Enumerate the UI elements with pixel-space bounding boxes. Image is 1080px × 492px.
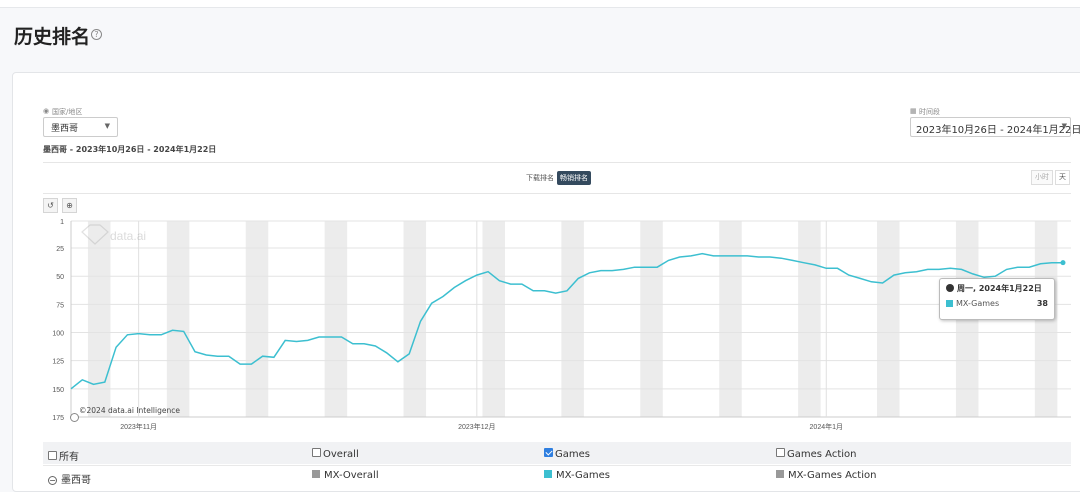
weekend-band — [403, 221, 427, 417]
hover-point — [1060, 260, 1066, 266]
weekend-band — [166, 221, 190, 417]
x-tick-label: 2023年11月 — [120, 422, 157, 431]
y-tick-label: 25 — [56, 246, 64, 253]
reset-zoom-icon[interactable]: ↺ — [43, 198, 58, 213]
series-line-mx-games — [70, 252, 1063, 390]
weekend-band — [640, 221, 663, 417]
granularity-hour-button[interactable]: 小时 — [1031, 170, 1053, 185]
legend-series-label: MX-Overall — [324, 470, 379, 481]
watermark-text: data.ai — [110, 229, 146, 243]
legend-games-action[interactable]: Games Action — [776, 448, 856, 460]
weekend-band — [877, 221, 900, 417]
period-value: 2023年10月26日 - 2024年1月22日 — [916, 125, 1080, 136]
watermark-logo-icon — [81, 224, 109, 245]
legend-series-overall[interactable]: MX-Overall — [312, 470, 379, 481]
page-title: 历史排名 — [14, 26, 91, 48]
granularity-day-button[interactable]: 天 — [1055, 170, 1070, 185]
weekend-band — [482, 221, 505, 417]
clock-icon — [70, 413, 79, 422]
weekend-band — [719, 221, 742, 417]
weekend-band — [87, 221, 111, 417]
legend-all-label: 所有 — [59, 452, 79, 463]
tab-download-rank[interactable]: 下载排名 — [526, 174, 554, 182]
x-tick-label: 2024年1月 — [810, 422, 843, 431]
legend-country[interactable]: − 墨西哥 — [48, 471, 91, 486]
series-swatch — [776, 470, 784, 478]
weekend-band — [245, 221, 269, 417]
legend-games-action-label: Games Action — [787, 449, 857, 460]
tooltip-swatch — [946, 300, 953, 307]
date-range-summary: 墨西哥 - 2023年10月26日 - 2024年1月22日 — [43, 145, 217, 154]
y-tick-label: 175 — [52, 415, 64, 422]
tooltip-date: 周一, 2024年1月22日 — [957, 284, 1042, 293]
x-tick-label: 2023年12月 — [458, 422, 495, 431]
watermark: data.ai — [81, 224, 146, 245]
legend-overall-label: Overall — [323, 449, 359, 460]
y-tick-label: 50 — [56, 274, 64, 281]
top-bar — [0, 0, 1080, 8]
chart-tooltip: 周一, 2024年1月22日 MX-Games 38 — [939, 278, 1055, 320]
grid-lines — [70, 220, 1071, 418]
series-layer — [70, 252, 1066, 390]
legend-country-label: 墨西哥 — [61, 475, 91, 486]
y-tick-label: 1 — [60, 219, 64, 226]
tab-revenue-rank[interactable]: 畅销排名 — [557, 171, 591, 185]
chevron-down-icon: ▼ — [104, 122, 110, 130]
tooltip-series: MX-Games — [956, 299, 1000, 308]
y-tick-label: 75 — [56, 302, 64, 309]
calendar-icon: ▦ — [910, 107, 917, 115]
weekend-band — [324, 221, 348, 417]
legend-games[interactable]: Games — [544, 448, 590, 460]
weekend-band — [798, 221, 821, 417]
country-label: 国家/地区 — [52, 108, 83, 116]
legend-overall[interactable]: Overall — [312, 448, 359, 460]
zoom-icon[interactable]: ⊕ — [62, 198, 77, 213]
checkbox-icon[interactable] — [776, 448, 785, 457]
legend-series-label: MX-Games Action — [788, 470, 877, 481]
collapse-icon[interactable]: − — [48, 476, 57, 485]
checkbox-icon[interactable] — [312, 448, 321, 457]
legend-series-games-action[interactable]: MX-Games Action — [776, 470, 876, 481]
divider — [43, 162, 1071, 163]
country-select[interactable]: 墨西哥 ▼ — [43, 117, 118, 137]
y-tick-label: 125 — [52, 359, 64, 366]
legend-series-games[interactable]: MX-Games — [544, 470, 610, 481]
legend-header: 所有 Overall Games Games Action — [43, 442, 1071, 464]
legend-all[interactable]: 所有 — [48, 448, 79, 463]
globe-icon — [946, 284, 954, 292]
checkbox-checked-icon[interactable] — [544, 448, 553, 457]
checkbox-icon[interactable] — [48, 451, 57, 460]
chevron-down-icon: ▼ — [1061, 122, 1067, 130]
weekend-band — [561, 221, 584, 417]
help-icon[interactable]: ? — [91, 29, 102, 40]
y-tick-label: 100 — [52, 331, 64, 338]
x-axis: 2023年11月 2023年12月 2024年1月 — [120, 422, 843, 431]
globe-icon: ◉ — [43, 107, 50, 115]
country-value: 墨西哥 — [51, 124, 79, 134]
legend-games-label: Games — [555, 449, 590, 460]
legend-country-row: − 墨西哥 MX-Overall MX-Games MX-Games Action — [43, 465, 1071, 486]
series-swatch — [544, 470, 552, 478]
period-label: 时间段 — [919, 108, 940, 116]
weekend-shading — [87, 221, 1058, 417]
divider — [43, 193, 1071, 194]
chart-card — [12, 72, 1080, 492]
copyright-text: ©2024 data.ai Intelligence — [79, 406, 180, 415]
series-swatch — [312, 470, 320, 478]
tooltip-value: 38 — [1036, 299, 1048, 308]
period-select[interactable]: 2023年10月26日 - 2024年1月22日 ▼ — [910, 117, 1080, 137]
legend-series-label: MX-Games — [556, 470, 610, 481]
y-tick-label: 150 — [52, 387, 64, 394]
